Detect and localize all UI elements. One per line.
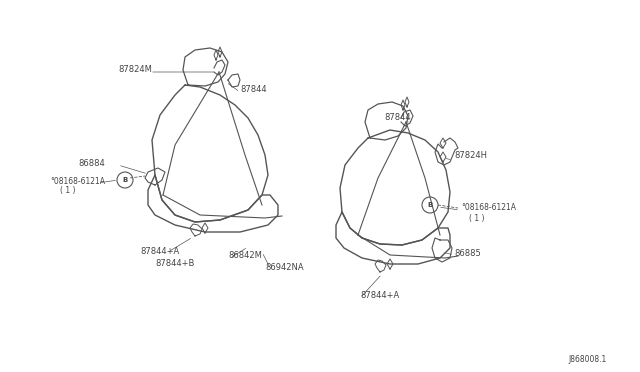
Text: 86842M: 86842M <box>228 251 262 260</box>
Text: 86885: 86885 <box>454 248 481 257</box>
Text: 86942NA: 86942NA <box>265 263 303 272</box>
Text: ( 1 ): ( 1 ) <box>469 214 484 222</box>
Text: 87844+A: 87844+A <box>140 247 179 257</box>
Text: B: B <box>428 202 433 208</box>
Text: 87844: 87844 <box>384 113 411 122</box>
Text: 87844: 87844 <box>240 86 267 94</box>
Text: ( 1 ): ( 1 ) <box>60 186 76 196</box>
Text: J868008.1: J868008.1 <box>568 356 606 365</box>
Text: °08168-6121A: °08168-6121A <box>50 176 105 186</box>
Text: 87824H: 87824H <box>454 151 487 160</box>
Text: 87824M: 87824M <box>118 65 152 74</box>
Text: B: B <box>122 177 127 183</box>
Text: 87844+A: 87844+A <box>360 292 399 301</box>
Text: 87844+B: 87844+B <box>155 259 195 267</box>
Text: °08168-6121A: °08168-6121A <box>461 203 516 212</box>
Text: 86884: 86884 <box>78 158 105 167</box>
